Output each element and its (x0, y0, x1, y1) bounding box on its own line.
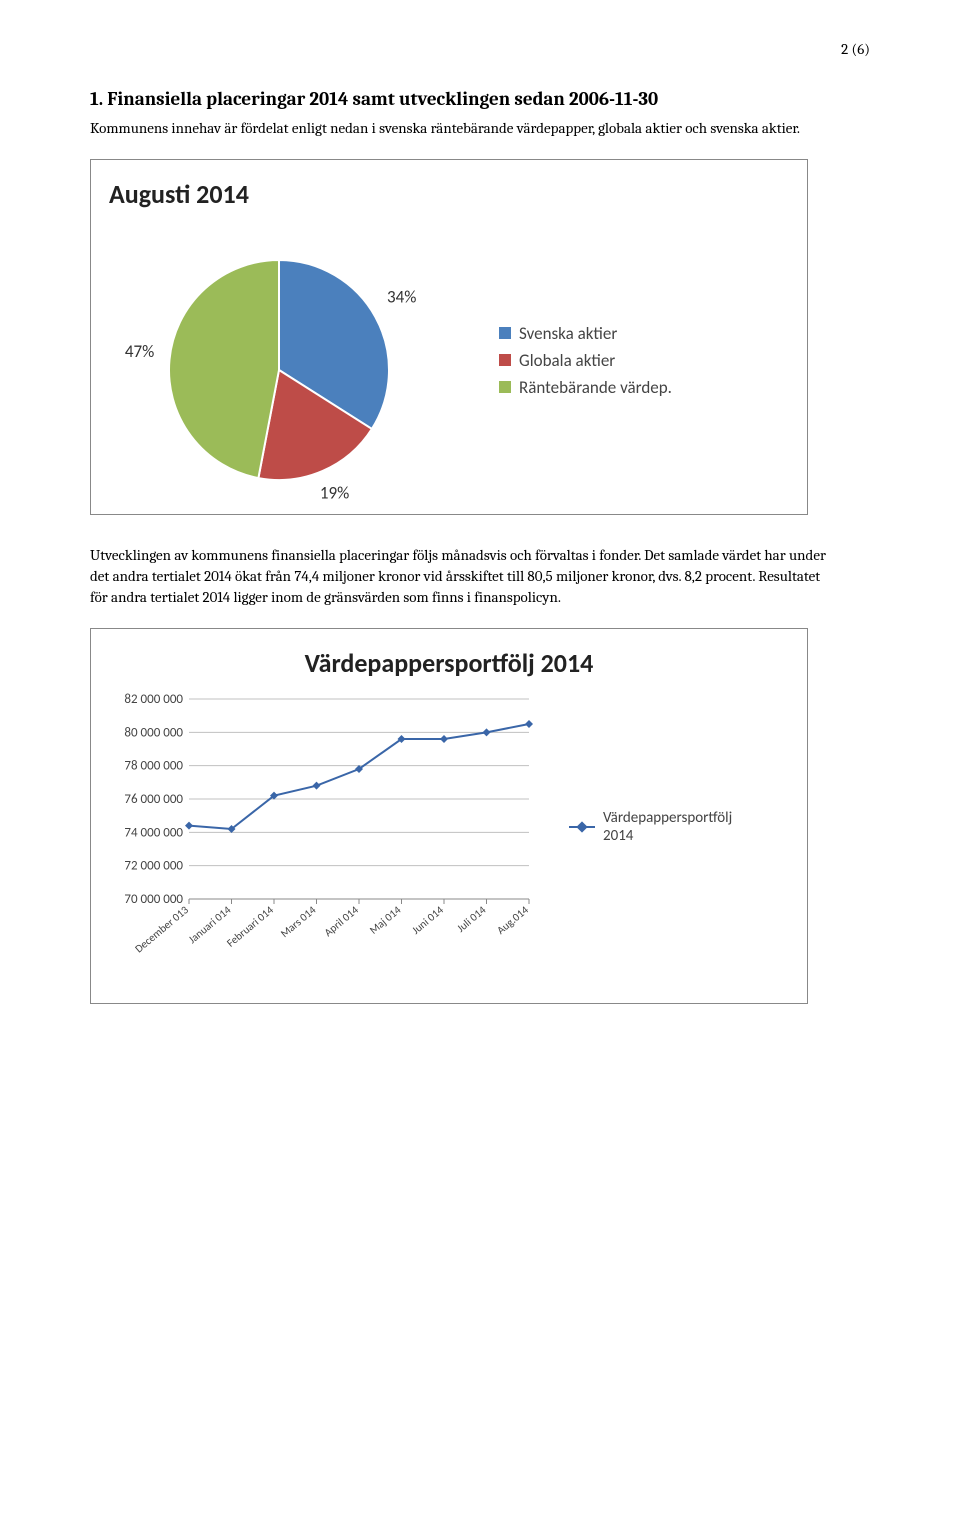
pie-chart-title: Augusti 2014 (109, 178, 789, 210)
x-tick-label: April 014 (322, 903, 362, 939)
pie-chart-legend: Svenska aktier Globala aktier Räntebärande… (499, 317, 672, 404)
pie-percent-label: 47% (125, 341, 154, 362)
line-chart-title: Värdepappersportfölj 2014 (109, 647, 789, 679)
legend-item: Räntebärande värdep. (499, 377, 672, 398)
data-marker (313, 782, 321, 790)
y-tick-label: 76 000 000 (124, 792, 183, 807)
x-tick-label: Juli 014 (454, 903, 488, 935)
data-marker (185, 822, 193, 830)
legend-swatch-icon (499, 327, 511, 339)
pie-chart-container: Augusti 2014 34% 19% 47% Svenska aktier Glo… (90, 159, 808, 515)
data-marker (525, 720, 533, 728)
pie-percent-label: 19% (320, 482, 349, 500)
body-paragraph: Utvecklingen av kommunens finansiella pl… (90, 545, 830, 608)
x-tick-label: Maj 014 (367, 903, 404, 937)
page-number: 2 (6) (90, 40, 870, 58)
legend-line-icon (569, 826, 595, 828)
y-tick-label: 78 000 000 (124, 759, 183, 774)
intro-paragraph: Kommunens innehav är fördelat enligt ned… (90, 118, 830, 139)
section-heading: 1. Finansiella placeringar 2014 samt utv… (90, 88, 870, 110)
legend-swatch-icon (499, 354, 511, 366)
line-chart-legend: Värdepappersportfölj 2014 (569, 809, 763, 845)
line-chart-container: Värdepappersportfölj 2014 70 000 000 72 0… (90, 628, 808, 1004)
pie-percent-label: 34% (387, 287, 416, 308)
data-line (189, 724, 529, 829)
legend-label: Globala aktier (519, 350, 615, 371)
legend-label: Räntebärande värdep. (519, 377, 672, 398)
legend-item: Svenska aktier (499, 323, 672, 344)
y-tick-label: 80 000 000 (124, 725, 183, 740)
y-tick-label: 72 000 000 (124, 859, 183, 874)
pie-slice (169, 260, 279, 478)
x-tick-label: Mars 014 (278, 903, 319, 940)
data-marker (483, 728, 491, 736)
data-marker (440, 735, 448, 743)
x-tick-label: Juni 014 (409, 903, 446, 937)
pie-chart: 34% 19% 47% (109, 220, 449, 500)
legend-item: Globala aktier (499, 350, 672, 371)
x-tick-label: December 013 (132, 903, 191, 955)
y-tick-label: 82 000 000 (124, 692, 183, 707)
legend-label: Svenska aktier (519, 323, 617, 344)
x-tick-label: Februari 014 (224, 903, 276, 950)
line-chart: 70 000 000 72 000 000 74 000 000 76 000 000… (109, 689, 539, 989)
legend-swatch-icon (499, 381, 511, 393)
x-tick-label: Aug.014 (494, 903, 531, 937)
y-tick-label: 74 000 000 (124, 825, 183, 840)
line-chart-legend-label: Värdepappersportfölj 2014 (603, 809, 763, 845)
y-tick-label: 70 000 000 (124, 892, 183, 907)
